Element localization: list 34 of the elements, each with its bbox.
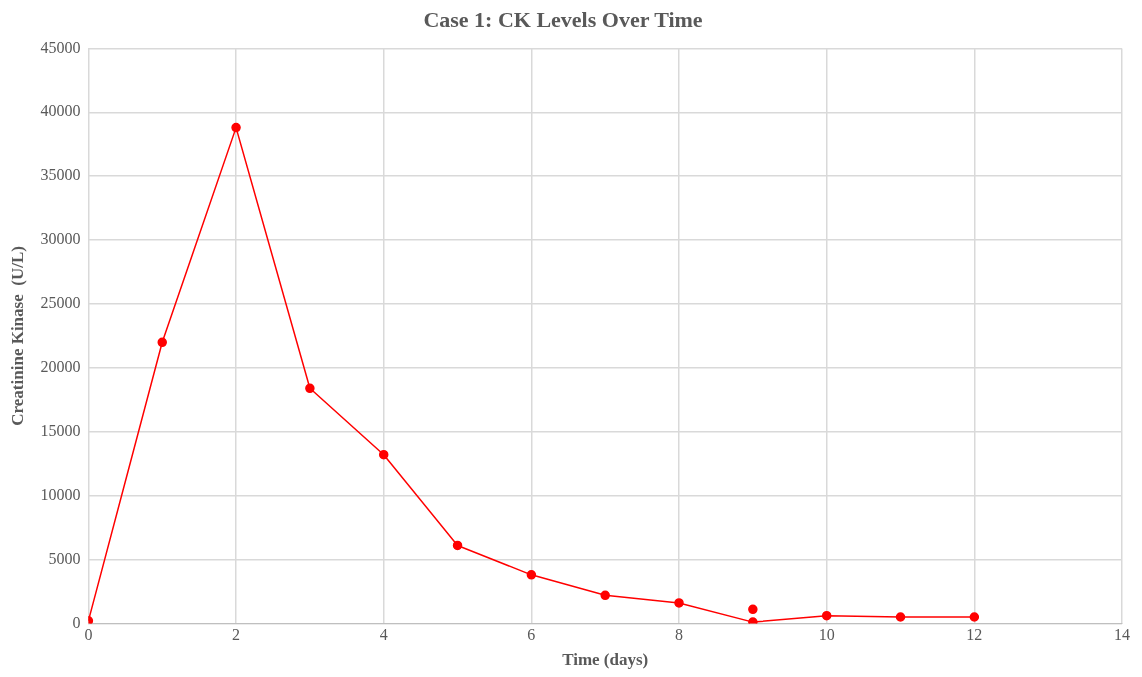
- x-tick-label: 2: [232, 626, 241, 644]
- y-tick-label: 35000: [40, 166, 81, 184]
- point: [526, 570, 537, 580]
- chart-title: Case 1: CK Levels Over Time: [423, 6, 703, 32]
- y-tick-label: 45000: [40, 38, 81, 56]
- point: [748, 604, 758, 615]
- point: [600, 590, 610, 601]
- y-tick-label: 5000: [48, 549, 81, 567]
- point: [895, 612, 906, 622]
- point: [821, 610, 832, 621]
- x-tick-label: 6: [527, 626, 536, 644]
- y-tick-label: 0: [72, 613, 81, 631]
- y-tick-label: 25000: [40, 294, 81, 312]
- x-tick-label: 8: [675, 626, 684, 644]
- point: [157, 337, 167, 348]
- y-tick-label: 30000: [40, 230, 81, 248]
- point: [231, 122, 241, 133]
- point: [748, 617, 758, 624]
- y-tick-label: 20000: [40, 358, 81, 376]
- point: [378, 449, 389, 460]
- point: [305, 383, 315, 394]
- y-tick-label: 15000: [40, 421, 81, 439]
- x-tick-label: 12: [966, 626, 983, 644]
- point: [674, 598, 684, 608]
- y-tick-label: 40000: [40, 102, 81, 120]
- point: [969, 612, 980, 622]
- x-tick-label: 4: [379, 626, 388, 644]
- x-axis-title: Time (days): [562, 650, 649, 670]
- x-tick-label: 0: [84, 626, 93, 644]
- y-axis-title: Creatinine Kinase (U/L): [7, 246, 27, 426]
- point: [452, 540, 463, 551]
- x-tick-label: 10: [818, 626, 835, 644]
- y-tick-label: 10000: [40, 485, 81, 503]
- x-tick-label: 14: [1114, 626, 1130, 644]
